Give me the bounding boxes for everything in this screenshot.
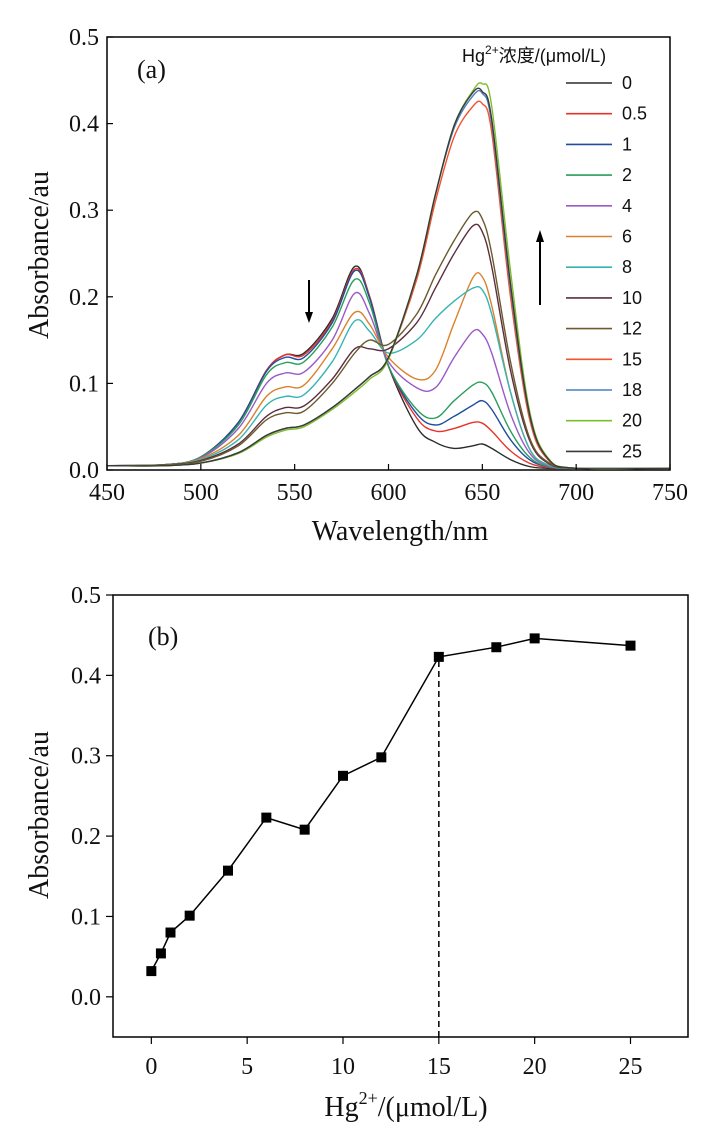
x-tick-label-a: 600 — [371, 480, 407, 506]
x-axis-title-b-sup: 2+ — [359, 1088, 378, 1108]
panel-label-b: (b) — [148, 622, 178, 651]
x-axis-title-a: Wavelength/nm — [312, 516, 489, 547]
series-line-18 — [106, 89, 671, 470]
x-tick-label-b: 20 — [523, 1054, 547, 1080]
series-line-25 — [106, 87, 671, 470]
panel-label-a: (a) — [137, 55, 166, 84]
series-line-b — [150, 637, 631, 972]
data-point-marker — [625, 640, 636, 651]
x-axis-title-b-base: Hg — [324, 1092, 358, 1123]
y-tick-label-b: 0.2 — [71, 824, 101, 850]
x-tick-label-b: 0 — [145, 1054, 157, 1080]
x-tick-label-b: 15 — [427, 1054, 451, 1080]
legend-label-0: 0 — [622, 73, 632, 93]
legend-label-1: 1 — [622, 134, 632, 154]
series-line-12 — [106, 210, 671, 470]
legend-label-10: 10 — [622, 288, 642, 308]
y-tick-label-b: 0.5 — [71, 583, 101, 609]
y-axis-title-a: Absorbance/au — [24, 171, 55, 339]
ticks-group-a: 450 500 550 600 650 700 750 0.0 0.1 0.2 0.3 0.4 0.5 — [69, 25, 688, 506]
series-line-1 — [106, 269, 671, 470]
series-line-15 — [106, 100, 671, 470]
data-point-marker — [529, 633, 540, 644]
markers-group-b — [146, 633, 636, 977]
series-line-10 — [106, 223, 671, 470]
series-line-6 — [106, 272, 671, 470]
x-tick-label-b: 5 — [241, 1054, 253, 1080]
x-tick-label-a: 650 — [464, 480, 500, 506]
y-tick-label-a: 0.1 — [69, 371, 99, 397]
data-point-marker — [433, 651, 444, 662]
y-tick-label-b: 0.4 — [71, 663, 101, 689]
legend-label-12: 12 — [622, 319, 642, 339]
y-tick-label-a: 0.3 — [69, 198, 99, 224]
y-tick-label-a: 0.2 — [69, 285, 99, 311]
legend-title-sup: 2+ — [485, 43, 499, 57]
legend-title-a: Hg2+浓度/(μmol/L) — [462, 43, 606, 66]
data-point-marker — [261, 812, 272, 823]
x-tick-label-a: 700 — [558, 480, 594, 506]
plot-frame-a — [106, 36, 671, 471]
y-tick-label-a: 0.5 — [69, 25, 99, 51]
data-point-marker — [491, 642, 502, 653]
data-point-marker — [376, 752, 387, 763]
legend-label-15: 15 — [622, 349, 642, 369]
panel-a: 450 500 550 600 650 700 7500.00.10.20.30.40.5 … — [24, 25, 688, 547]
data-point-marker — [223, 865, 233, 876]
series-line-20 — [106, 82, 671, 470]
x-tick-label-a: 550 — [277, 480, 313, 506]
legend-label-8: 8 — [622, 257, 632, 277]
data-point-marker — [184, 910, 195, 921]
legend-label-6: 6 — [622, 227, 632, 247]
series-group-a — [106, 82, 671, 470]
legend-label-18: 18 — [622, 380, 642, 400]
legend-label-20: 20 — [622, 411, 642, 431]
y-axis-title-b: Absorbance/au — [24, 731, 55, 899]
legend-label-0.5: 0.5 — [622, 104, 647, 124]
legend-label-25: 25 — [622, 441, 642, 461]
x-axis-title-b: Hg2+/(μmol/L) — [324, 1088, 487, 1123]
y-tick-label-b: 0.3 — [71, 744, 101, 770]
plot-frame-b — [112, 594, 689, 1038]
up-arrow-annotation — [536, 230, 544, 305]
x-axis-title-b-rest: /(μmol/L) — [378, 1092, 488, 1123]
legend-label-2: 2 — [622, 165, 632, 185]
y-tick-label-a: 0.0 — [69, 458, 99, 484]
x-tick-label-a: 500 — [183, 480, 219, 506]
y-tick-label-b: 0.1 — [71, 904, 101, 930]
y-tick-label-a: 0.4 — [69, 112, 99, 138]
x-tick-label-b: 10 — [331, 1054, 355, 1080]
data-point-marker — [165, 927, 176, 938]
legend-title-base: Hg — [462, 46, 485, 66]
data-point-marker — [155, 948, 166, 959]
x-tick-label-a: 750 — [652, 480, 688, 506]
legend-title-rest: 浓度/(μmol/L) — [499, 46, 606, 66]
series-line-2 — [106, 278, 671, 470]
ticks-group-b: 0 5 10 15 20 25 0.0 0.1 0.2 0.3 0.4 0.5 — [71, 583, 643, 1080]
x-tick-label-b: 25 — [619, 1054, 643, 1080]
x-tick-label-a: 450 — [89, 480, 125, 506]
data-point-marker — [299, 824, 310, 835]
y-tick-label-b: 0.0 — [71, 985, 101, 1011]
series-line-4 — [106, 291, 671, 470]
data-point-marker — [338, 770, 348, 781]
legend-label-4: 4 — [622, 196, 632, 216]
data-point-marker — [146, 966, 157, 977]
panel-b: 0 5 10 15 20 25 0.0 0.1 0.2 0.3 0.4 0.5 (b) Hg2+/(μ… — [24, 583, 689, 1123]
down-arrow-annotation — [305, 280, 313, 323]
series-line-8 — [106, 285, 671, 470]
